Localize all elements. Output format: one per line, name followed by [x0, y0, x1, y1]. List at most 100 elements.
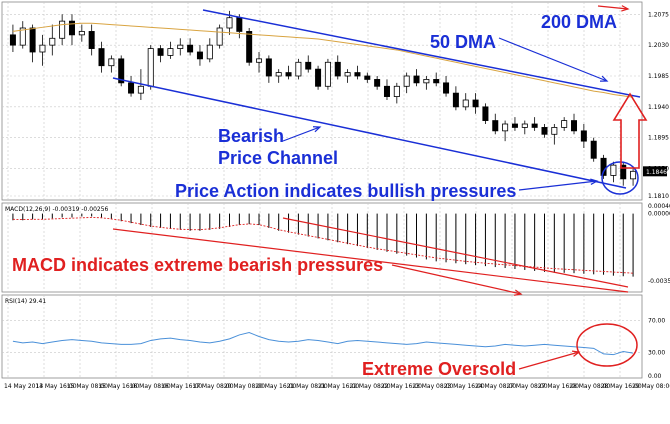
candle — [580, 124, 587, 148]
grid — [1, 1, 643, 379]
candle — [98, 41, 105, 73]
candle-body — [137, 85, 144, 94]
rsi-tick-label: 70.00 — [648, 318, 665, 325]
candle-body — [236, 17, 243, 32]
current-price-box — [643, 166, 667, 177]
rsi-tick-label: 30.00 — [648, 349, 665, 356]
x-axis-label: 24 May 08:00 — [475, 383, 516, 390]
candle — [561, 117, 568, 131]
x-axis-label: 16 May 08:00 — [130, 383, 171, 390]
candle-body — [196, 51, 203, 60]
arrow-oversold — [518, 350, 581, 370]
candle — [19, 21, 26, 49]
candle-body — [334, 61, 341, 77]
candle-body — [590, 140, 597, 159]
candle — [9, 24, 16, 52]
candle-body — [403, 75, 410, 87]
x-axis-label: 28 May 16:00 — [601, 383, 642, 390]
candle-body — [246, 31, 253, 63]
x-axis-label: 15 May 16:00 — [98, 383, 139, 390]
candle-body — [462, 99, 469, 108]
price-panel — [9, 10, 637, 186]
arrow-shaft — [391, 264, 522, 295]
candle — [187, 38, 194, 56]
candle — [364, 72, 371, 83]
candle-body — [285, 72, 292, 77]
macd-divergence-line-a — [112, 228, 629, 293]
candle-body — [630, 170, 637, 180]
candle-body — [128, 82, 135, 94]
rsi-header: RSI(14) 29.41 — [5, 298, 46, 305]
candle-body — [275, 72, 282, 77]
candle — [68, 14, 75, 46]
rsi-tick-label: 0.00 — [648, 373, 662, 380]
x-axis-label: 21 May 16:00 — [318, 383, 359, 390]
candle-body — [393, 85, 400, 97]
candle-body — [324, 61, 331, 87]
candle-body — [206, 44, 213, 60]
candle — [265, 55, 272, 83]
price-tick-label: 1.2075 — [648, 11, 669, 18]
candle-body — [39, 44, 46, 53]
candle-body — [9, 34, 16, 46]
candle — [393, 82, 400, 104]
candle-body — [19, 27, 26, 46]
candle-body — [571, 120, 578, 132]
arrow-shaft — [498, 37, 608, 82]
x-axis-label: 22 May 16:00 — [381, 383, 422, 390]
candle-body — [78, 31, 85, 36]
candle — [196, 45, 203, 66]
channel-lower-line — [112, 77, 627, 189]
candle — [541, 124, 548, 138]
candle — [275, 69, 282, 83]
candle-body — [88, 31, 95, 49]
panel-frame-2 — [1, 294, 643, 379]
axes: 1.20751.20301.19851.19401.18951.18501.18… — [4, 11, 670, 390]
x-axis-label: 23 May 16:00 — [444, 383, 485, 390]
candle-body — [383, 85, 390, 97]
x-axis-label: 29 May 08:00 — [632, 383, 670, 390]
candle — [216, 24, 223, 49]
candle-body — [167, 48, 174, 56]
price-tick-label: 1.2030 — [648, 42, 669, 49]
candle — [433, 72, 440, 87]
arrow-head — [599, 75, 609, 82]
candle-body — [354, 72, 361, 77]
candle-body — [452, 92, 459, 108]
candle-body — [147, 48, 154, 87]
candle — [630, 168, 637, 186]
arrow-head — [312, 126, 322, 133]
current-price-label: 1.1846 — [646, 169, 667, 176]
candle-body — [551, 127, 558, 135]
candle — [305, 55, 312, 73]
candle — [157, 45, 164, 63]
candle-body — [531, 123, 538, 128]
candle-body — [374, 79, 381, 87]
x-axis-label: 27 May 08:00 — [506, 383, 547, 390]
candle — [521, 120, 528, 135]
candle-body — [315, 68, 322, 87]
candle — [39, 34, 46, 66]
candle-body — [256, 58, 263, 63]
label-macd: MACD indicates extreme bearish pressures — [12, 255, 383, 275]
candle-body — [49, 37, 56, 46]
candle — [334, 55, 341, 80]
candle — [59, 14, 66, 46]
candle-body — [413, 75, 420, 84]
candle — [108, 55, 115, 73]
candle — [29, 24, 36, 63]
candle-body — [29, 27, 36, 53]
candle-body — [502, 123, 509, 132]
candle-body — [492, 120, 499, 132]
x-axis-label: 27 May 16:00 — [538, 383, 579, 390]
rsi-line — [12, 332, 634, 356]
candle-body — [295, 61, 302, 77]
candle-body — [620, 164, 627, 180]
label-extreme-oversold: Extreme Oversold — [362, 359, 516, 379]
x-axis-label: 21 May 08:00 — [287, 383, 328, 390]
x-axis-label: 14 May 2013 — [4, 383, 43, 390]
candle-body — [443, 82, 450, 94]
x-axis-label: 15 May 08:00 — [67, 383, 108, 390]
